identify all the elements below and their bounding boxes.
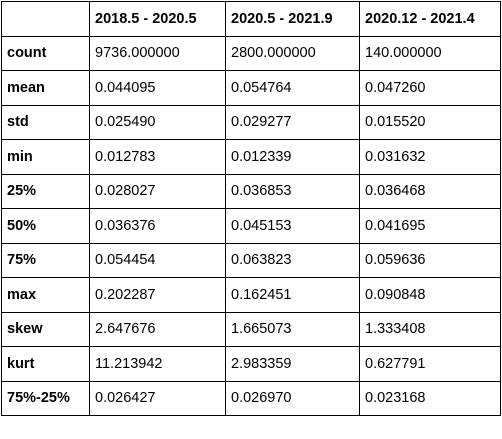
row-label: count [1, 35, 90, 71]
table-cell: 2800.000000 [225, 35, 360, 71]
table-row: std 0.025490 0.029277 0.015520 [1, 104, 501, 140]
table-cell: 0.012339 [225, 139, 360, 175]
table-cell: 2.647676 [89, 311, 226, 347]
table-cell: 0.054764 [225, 70, 360, 106]
row-label: std [1, 104, 90, 140]
table-cell: 0.025490 [89, 104, 226, 140]
header-row: 2018.5 - 2020.5 2020.5 - 2021.9 2020.12 … [1, 1, 501, 37]
header-corner-cell [1, 1, 90, 37]
header-cell: 2020.12 - 2021.4 [359, 1, 501, 37]
stats-table-container: 2018.5 - 2020.5 2020.5 - 2021.9 2020.12 … [1, 1, 501, 416]
table-cell: 0.627791 [359, 346, 501, 382]
table-cell: 0.059636 [359, 242, 501, 278]
table-cell: 0.015520 [359, 104, 501, 140]
row-label: 50% [1, 208, 90, 244]
table-row: 25% 0.028027 0.036853 0.036468 [1, 173, 501, 209]
table-cell: 0.031632 [359, 139, 501, 175]
statistics-table: 2018.5 - 2020.5 2020.5 - 2021.9 2020.12 … [1, 1, 501, 416]
table-cell: 0.090848 [359, 277, 501, 313]
table-body: count 9736.000000 2800.000000 140.000000… [1, 35, 501, 416]
table-row: max 0.202287 0.162451 0.090848 [1, 277, 501, 313]
table-row: 75%-25% 0.026427 0.026970 0.023168 [1, 380, 501, 416]
table-cell: 0.028027 [89, 173, 226, 209]
table-cell: 2.983359 [225, 346, 360, 382]
table-cell: 0.029277 [225, 104, 360, 140]
row-label: 25% [1, 173, 90, 209]
table-cell: 1.665073 [225, 311, 360, 347]
table-cell: 0.054454 [89, 242, 226, 278]
table-header: 2018.5 - 2020.5 2020.5 - 2021.9 2020.12 … [1, 1, 501, 37]
table-cell: 9736.000000 [89, 35, 226, 71]
table-cell: 0.202287 [89, 277, 226, 313]
table-cell: 0.023168 [359, 380, 501, 416]
row-label: max [1, 277, 90, 313]
table-cell: 0.026970 [225, 380, 360, 416]
table-row: 50% 0.036376 0.045153 0.041695 [1, 208, 501, 244]
row-label: skew [1, 311, 90, 347]
table-row: 75% 0.054454 0.063823 0.059636 [1, 242, 501, 278]
row-label: kurt [1, 346, 90, 382]
table-cell: 0.036376 [89, 208, 226, 244]
table-cell: 0.047260 [359, 70, 501, 106]
table-cell: 1.333408 [359, 311, 501, 347]
row-label: mean [1, 70, 90, 106]
header-cell: 2020.5 - 2021.9 [225, 1, 360, 37]
table-cell: 0.044095 [89, 70, 226, 106]
table-row: count 9736.000000 2800.000000 140.000000 [1, 35, 501, 71]
table-cell: 0.036468 [359, 173, 501, 209]
table-cell: 0.045153 [225, 208, 360, 244]
table-cell: 0.041695 [359, 208, 501, 244]
table-cell: 0.162451 [225, 277, 360, 313]
header-cell: 2018.5 - 2020.5 [89, 1, 226, 37]
table-cell: 0.036853 [225, 173, 360, 209]
row-label: 75% [1, 242, 90, 278]
table-cell: 0.026427 [89, 380, 226, 416]
table-cell: 140.000000 [359, 35, 501, 71]
table-row: min 0.012783 0.012339 0.031632 [1, 139, 501, 175]
row-label: 75%-25% [1, 380, 90, 416]
table-cell: 0.063823 [225, 242, 360, 278]
table-row: kurt 11.213942 2.983359 0.627791 [1, 346, 501, 382]
row-label: min [1, 139, 90, 175]
table-row: skew 2.647676 1.665073 1.333408 [1, 311, 501, 347]
table-cell: 11.213942 [89, 346, 226, 382]
table-cell: 0.012783 [89, 139, 226, 175]
table-row: mean 0.044095 0.054764 0.047260 [1, 70, 501, 106]
